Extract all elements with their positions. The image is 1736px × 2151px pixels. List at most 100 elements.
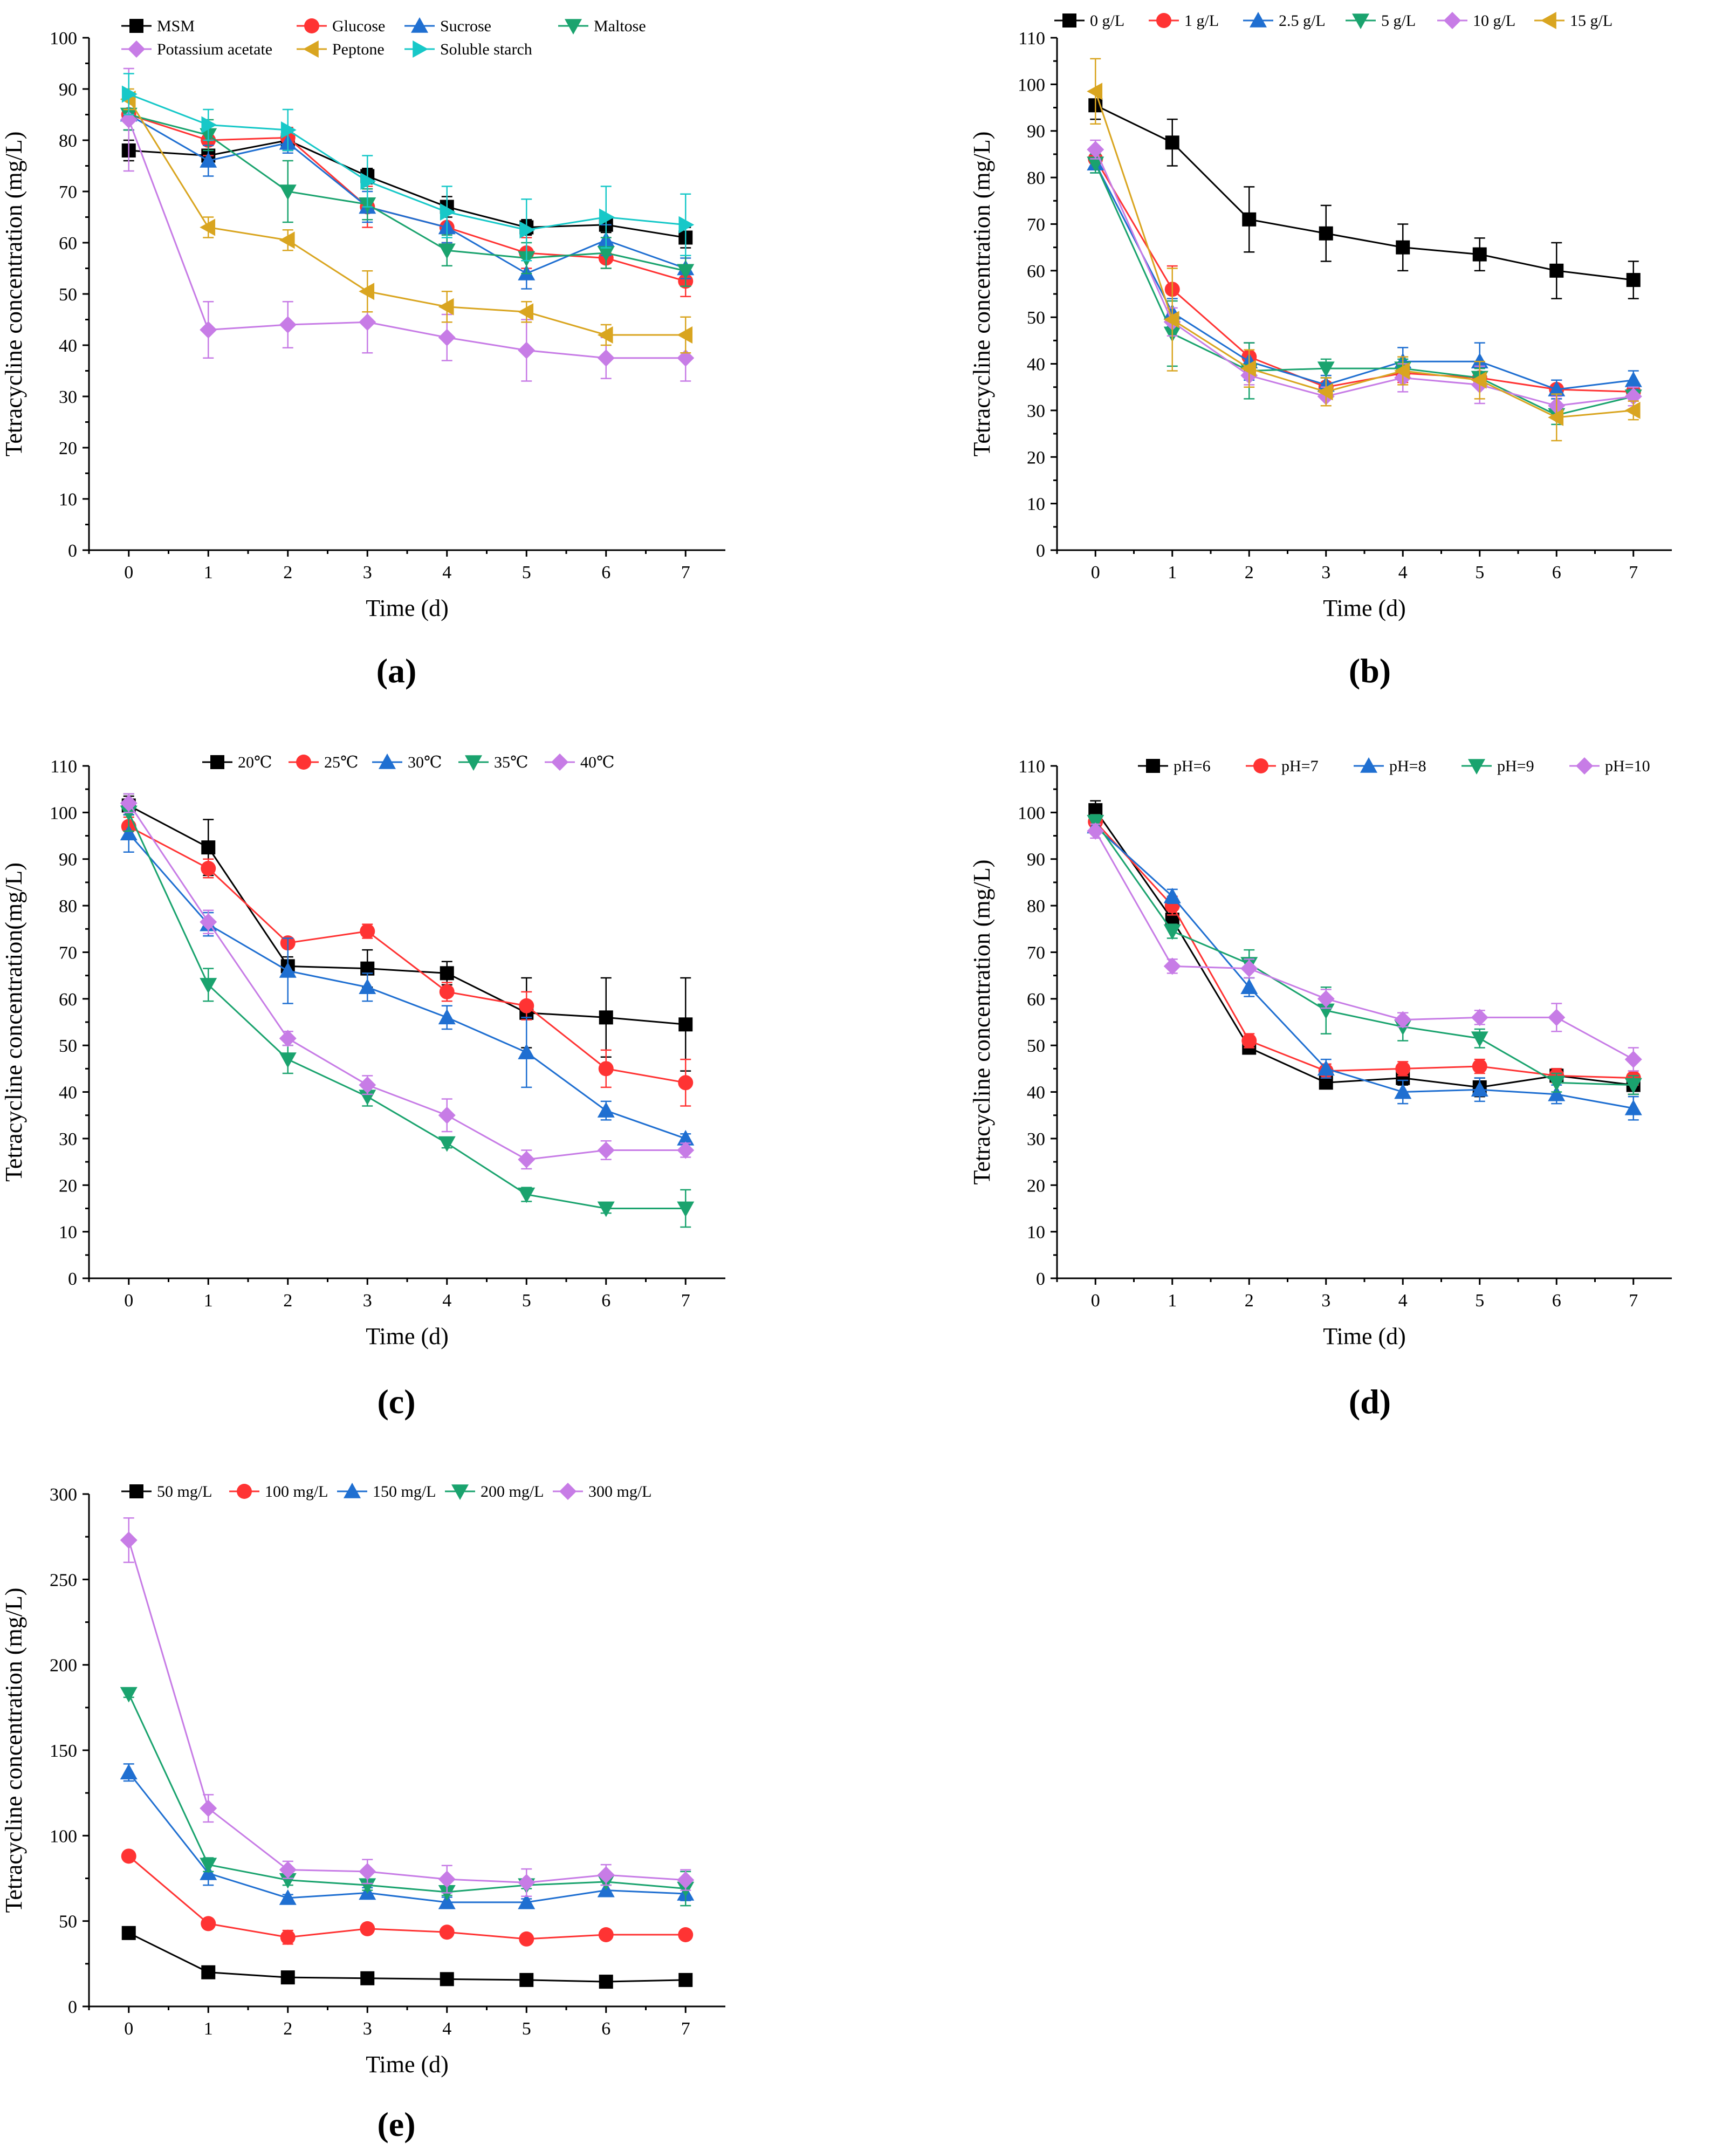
series-line <box>1094 163 1634 416</box>
data-point <box>597 349 615 367</box>
data-point <box>200 1799 217 1817</box>
legend-marker <box>304 18 319 33</box>
legend-label: pH=6 <box>1174 757 1211 775</box>
series-c-3 <box>120 793 695 1228</box>
legend-label: 30℃ <box>408 753 442 771</box>
data-point <box>200 218 216 236</box>
data-point <box>599 208 615 226</box>
y-tick-label: 100 <box>50 803 77 823</box>
y-tick-label: 80 <box>1027 896 1045 916</box>
y-tick-label: 90 <box>59 80 77 100</box>
data-point <box>1163 887 1181 903</box>
data-point <box>1472 1059 1487 1074</box>
legend-item: 35℃ <box>458 753 529 771</box>
data-point <box>279 1889 297 1905</box>
y-tick-label: 60 <box>59 234 77 254</box>
data-point <box>1548 1009 1566 1026</box>
data-point <box>599 1975 613 1989</box>
y-tick-label: 50 <box>1027 1036 1045 1056</box>
data-point <box>120 1687 138 1703</box>
series-line <box>1095 826 1634 1109</box>
data-point <box>1624 401 1641 419</box>
data-point <box>519 998 534 1013</box>
y-tick-label: 70 <box>1027 943 1045 963</box>
series-line <box>128 805 686 1025</box>
chart-b: 0 10 20 30 40 50 60 70 80 90 100 110 0 1 2 3 4 5 6 7 Time (d… <box>969 12 1672 690</box>
y-tick-label: 80 <box>59 896 77 916</box>
data-point <box>279 184 297 200</box>
x-tick-label: 3 <box>363 1291 372 1311</box>
x-tick-label: 6 <box>601 2019 610 2039</box>
panel-label: (b) <box>1349 652 1391 690</box>
series-a-6 <box>121 73 695 262</box>
data-point <box>677 1201 695 1217</box>
data-point <box>121 1926 136 1940</box>
x-tick-label: 0 <box>124 1291 133 1311</box>
y-axis-title: Tetracycline concentration (mg/L) <box>1 132 27 457</box>
data-point <box>677 1141 695 1159</box>
x-tick-label: 0 <box>124 2019 133 2039</box>
y-tick-label: 90 <box>59 850 77 870</box>
x-axis-title: Time (d) <box>366 1323 449 1349</box>
data-point <box>1317 1003 1335 1019</box>
y-tick-label: 20 <box>59 1176 77 1196</box>
series-line <box>1095 104 1634 281</box>
data-point <box>677 326 693 344</box>
data-point <box>438 1106 456 1124</box>
data-point <box>359 1878 376 1894</box>
data-point <box>1548 1076 1566 1092</box>
data-point <box>1626 273 1641 287</box>
series-c-4 <box>120 793 695 1170</box>
data-point <box>1471 1009 1488 1026</box>
x-tick-label: 1 <box>204 2019 213 2039</box>
legend-label: 15 g/L <box>1570 12 1613 30</box>
legend-label: Soluble starch <box>440 40 532 58</box>
legend-marker <box>129 19 143 33</box>
legend-label: 100 mg/L <box>265 1483 328 1501</box>
y-tick-label: 30 <box>59 387 77 407</box>
y-tick-label: 100 <box>50 1826 77 1846</box>
data-point <box>678 1017 693 1032</box>
data-point <box>1163 924 1181 940</box>
legend-item: Maltose <box>558 17 646 35</box>
data-point <box>279 316 297 333</box>
y-tick-label: 50 <box>59 285 77 305</box>
y-tick-label: 80 <box>1027 168 1045 188</box>
legend-item: Peptone <box>297 40 385 58</box>
data-point <box>1471 1081 1488 1097</box>
data-point <box>359 978 376 995</box>
data-point <box>359 283 375 300</box>
legend-item: pH=6 <box>1138 757 1211 775</box>
legend-item: 150 mg/L <box>337 1483 436 1501</box>
y-tick-label: 0 <box>1036 541 1045 561</box>
series-line <box>1094 163 1634 391</box>
x-tick-label: 2 <box>283 1291 292 1311</box>
data-point <box>1242 212 1257 227</box>
y-tick-label: 60 <box>1027 990 1045 1010</box>
data-point <box>1548 1085 1566 1101</box>
series-line <box>128 114 686 272</box>
series-line <box>128 1932 686 1983</box>
chart-d: 0 10 20 30 40 50 60 70 80 90 100 110 0 1 2 3 4 5 6 7 Time (d… <box>969 757 1672 1421</box>
y-tick-label: 40 <box>59 1083 77 1103</box>
data-point <box>120 1531 138 1549</box>
x-tick-label: 0 <box>124 563 133 583</box>
x-tick-label: 1 <box>1168 1291 1177 1311</box>
legend-marker <box>1360 757 1377 773</box>
series-e-0 <box>121 1926 693 1989</box>
y-tick-label: 90 <box>1027 850 1045 870</box>
legend-item: 0 g/L <box>1054 12 1124 30</box>
y-tick-label: 110 <box>50 757 77 777</box>
y-tick-label: 10 <box>59 1223 77 1243</box>
legend-marker <box>296 755 311 770</box>
legend-label: Maltose <box>594 17 646 35</box>
data-point <box>439 984 455 999</box>
x-tick-label: 3 <box>1321 1291 1330 1311</box>
legend-marker <box>1062 13 1076 28</box>
series-d-1 <box>1088 814 1641 1086</box>
legend-item: 30℃ <box>372 753 442 771</box>
legend-label: 5 g/L <box>1381 12 1416 30</box>
data-point <box>1163 311 1179 328</box>
data-point <box>120 1764 138 1779</box>
data-point <box>1240 960 1258 977</box>
